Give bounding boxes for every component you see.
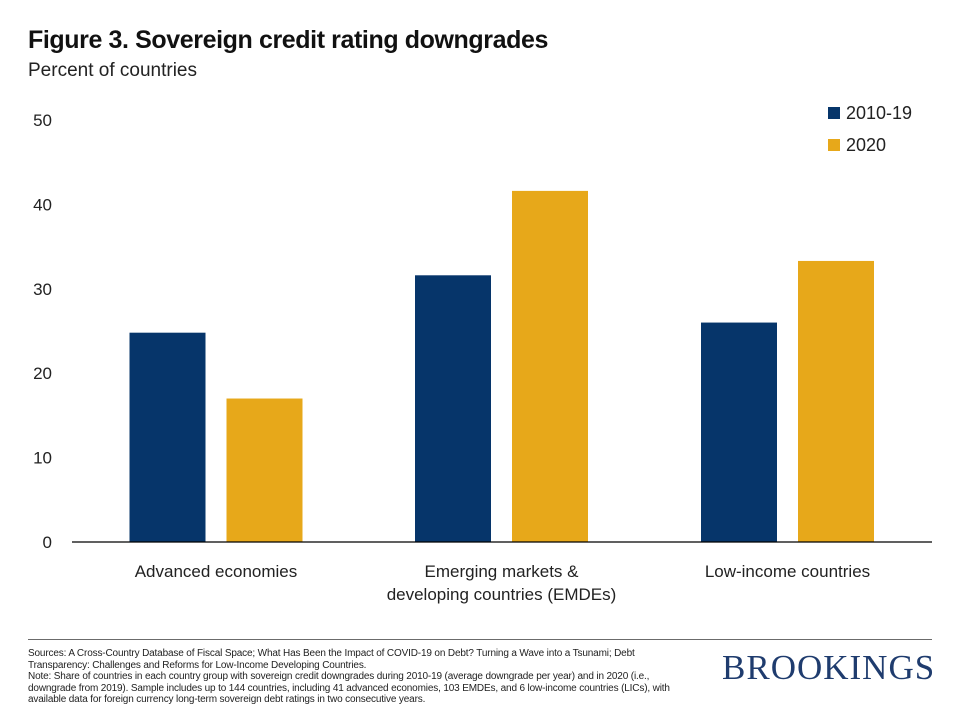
bar-2010-19-1 — [415, 275, 491, 542]
x-category-label: Emerging markets & — [425, 562, 580, 581]
legend-swatch-2020 — [828, 139, 840, 151]
legend-swatch-2010-19 — [828, 107, 840, 119]
legend-label-2010-19: 2010-19 — [846, 102, 913, 123]
bar-2020-2 — [798, 260, 874, 542]
bar-chart: 0 10 20 30 40 50 Advanced economies Emerging ma… — [33, 111, 932, 604]
x-category-label: Low-income countries — [705, 562, 870, 581]
legend-item-2010-19: 2010-19 — [828, 97, 912, 129]
note-text: Note: Share of countries in each country… — [28, 671, 670, 706]
x-category-label: developing countries (EMDEs) — [387, 585, 617, 604]
legend-label-2020: 2020 — [846, 134, 887, 155]
brookings-logo: BROOKINGS — [722, 648, 936, 687]
y-tick-label: 50 — [33, 111, 52, 130]
sources-text: Sources: A Cross-Country Database of Fis… — [28, 648, 635, 671]
y-tick-label: 40 — [33, 195, 52, 214]
footer-divider — [28, 639, 932, 640]
legend: 2010-19 2020 — [828, 97, 912, 161]
legend-item-2020: 2020 — [828, 129, 912, 161]
bar-2010-19-0 — [129, 332, 206, 542]
bar-2010-19-2 — [701, 322, 777, 542]
chart-title: Figure 3. Sovereign credit rating downgr… — [28, 26, 549, 54]
footer-notes: Sources: A Cross-Country Database of Fis… — [28, 648, 688, 706]
y-tick-label: 0 — [43, 533, 52, 552]
chart-subtitle: Percent of countries — [28, 60, 197, 81]
y-tick-label: 20 — [33, 364, 52, 383]
y-tick-label: 30 — [33, 280, 52, 299]
x-category-label: Advanced economies — [135, 562, 298, 581]
bar-2020-1 — [512, 190, 588, 542]
bar-2020-0 — [226, 398, 303, 542]
y-tick-label: 10 — [33, 449, 52, 468]
